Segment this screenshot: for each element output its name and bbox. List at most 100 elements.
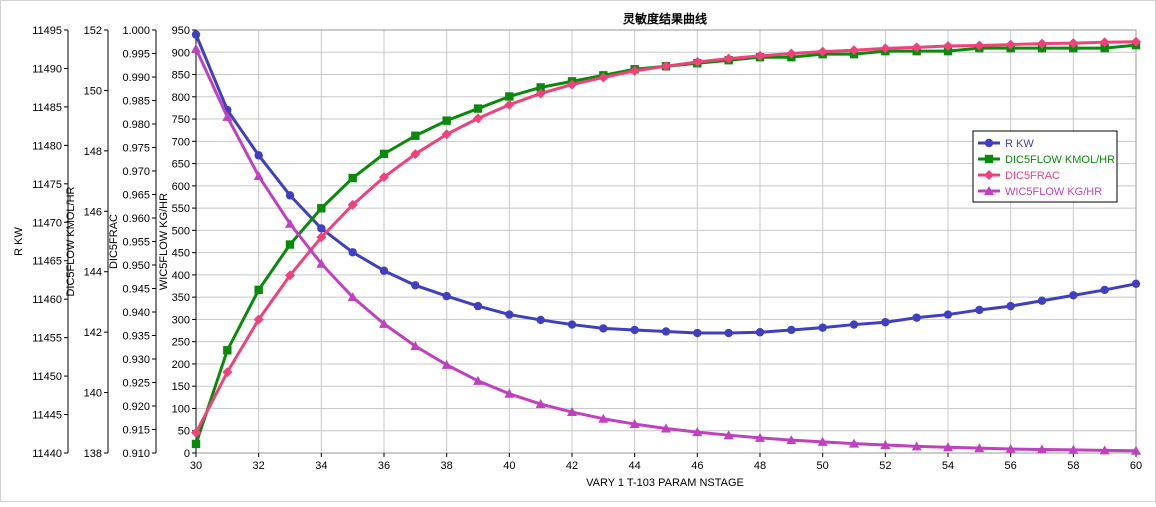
data-point-wic5flow-kg-hr [441,359,452,369]
data-point-dic5frac [817,46,828,57]
wic5flow-tick-label: 550 [172,203,190,215]
data-point-dic5frac [441,129,452,140]
data-point-r-kw [912,313,921,322]
dic5frac-axis-title: DIC5FRAC [108,214,120,269]
wic5flow-tick-label: 900 [172,47,190,59]
rkw-tick-label: 11450 [32,371,62,383]
axes-layer: 30 32 34 36 38 40 42 44 46 48 50 52 54 56 58 60 11440 114… [13,25,1142,472]
data-point-wic5flow-kg-hr [410,341,421,351]
data-point-dic5frac [316,232,327,243]
data-point-dic5frac [410,149,421,160]
data-point-r-kw [693,328,702,338]
data-point-wic5flow-kg-hr [1005,443,1016,453]
data-point-r-kw [881,318,890,327]
data-point-r-kw [599,324,608,333]
data-point-dic5flow-kmol-hr [536,83,545,92]
data-point-r-kw [787,325,796,335]
data-point-r-kw [1069,291,1078,300]
data-point-wic5flow-kg-hr [253,171,264,181]
dic5flow-tick-label: 146 [84,206,102,218]
data-point-wic5flow-kg-hr [1037,444,1047,454]
data-point-r-kw [348,248,357,257]
data-point-r-kw [818,323,827,332]
data-point-wic5flow-kg-hr [629,419,640,429]
data-point-dic5frac [755,50,765,61]
data-point-dic5flow-kmol-hr [505,92,514,101]
data-point-dic5frac [1131,36,1141,47]
data-point-wic5flow-kg-hr [285,218,295,228]
data-point-dic5flow-kmol-hr [1100,43,1109,53]
data-point-wic5flow-kg-hr [598,413,609,423]
rkw-tick-label: 11480 [32,140,62,152]
data-point-wic5flow-kg-hr [786,435,797,445]
dic5frac-tick-label: 0.935 [122,331,150,343]
legend-label: DIC5FLOW KMOL/HR [1005,154,1115,166]
data-point-dic5frac [974,40,985,51]
rkw-axis-title: R KW [13,227,25,256]
legend-label: DIC5FRAC [1005,170,1060,182]
dic5frac-tick-label: 0.980 [122,119,150,131]
data-point-dic5flow-kmol-hr [348,173,357,183]
data-point-wic5flow-kg-hr [567,407,577,417]
wic5flow-tick-label: 600 [172,181,190,193]
legend-label: WIC5FLOW KG/HR [1005,186,1102,198]
dic5flow-tick-label: 150 [84,85,102,97]
data-point-wic5flow-kg-hr [911,441,922,451]
x-tick-label: 36 [378,460,390,472]
wic5flow-tick-label: 400 [172,270,190,282]
data-point-dic5flow-kmol-hr [191,439,201,449]
data-point-dic5flow-kmol-hr [285,240,295,249]
data-point-dic5flow-kmol-hr [473,104,483,113]
wic5flow-tick-label: 100 [172,403,190,415]
data-point-dic5frac [379,172,389,183]
data-point-dic5frac [473,113,483,124]
rkw-tick-label: 11440 [32,448,62,460]
data-point-dic5frac [849,45,859,56]
rkw-tick-label: 11445 [32,410,62,422]
data-point-wic5flow-kg-hr [379,318,389,328]
data-point-dic5flow-kmol-hr [379,149,389,159]
data-point-r-kw [1131,279,1141,288]
dic5frac-tick-label: 0.995 [122,49,150,61]
legend: R KW DIC5FLOW KMOL/HR DIC5FRAC WIC5FLOW KG/… [972,130,1118,203]
data-point-wic5flow-kg-hr [316,258,327,268]
x-tick-label: 54 [942,460,954,472]
data-point-dic5frac [723,53,734,64]
rkw-tick-label: 11475 [32,179,62,191]
data-point-dic5frac [222,367,233,378]
x-tick-label: 40 [503,460,515,472]
dic5frac-tick-label: 0.950 [122,260,150,272]
data-point-dic5frac [285,270,295,281]
dic5flow-tick-label: 152 [84,25,102,37]
data-point-r-kw [411,281,420,290]
x-tick-label: 34 [315,460,327,472]
legend-swatch-marker [984,170,994,180]
wic5flow-tick-label: 750 [172,114,190,126]
x-tick-label: 48 [754,460,766,472]
wic5flow-tick-label: 650 [172,159,190,171]
data-point-wic5flow-kg-hr [1099,445,1110,455]
data-point-dic5frac [943,40,953,51]
data-point-wic5flow-kg-hr [222,111,233,121]
data-point-dic5frac [504,99,515,110]
x-tick-label: 56 [1005,460,1017,472]
x-tick-label: 30 [190,460,202,472]
dic5frac-tick-label: 0.975 [122,143,150,155]
data-point-dic5frac [1005,39,1016,50]
rkw-tick-label: 11465 [32,256,62,268]
data-point-dic5frac [253,314,264,325]
wic5flow-tick-label: 950 [172,25,190,37]
data-point-dic5frac [191,427,201,438]
legend-swatch-marker [984,186,994,195]
wic5flow-tick-label: 200 [172,359,190,371]
data-point-wic5flow-kg-hr [817,436,828,446]
dic5frac-tick-label: 0.945 [122,284,150,296]
data-point-dic5flow-kmol-hr [411,131,420,140]
data-point-dic5frac [661,61,671,72]
data-point-r-kw [975,305,984,315]
data-point-dic5frac [535,88,546,99]
data-point-dic5flow-kmol-hr [254,285,263,295]
data-point-r-kw [630,325,639,335]
x-tick-label: 50 [817,460,829,472]
series-dic5frac [191,36,1141,438]
